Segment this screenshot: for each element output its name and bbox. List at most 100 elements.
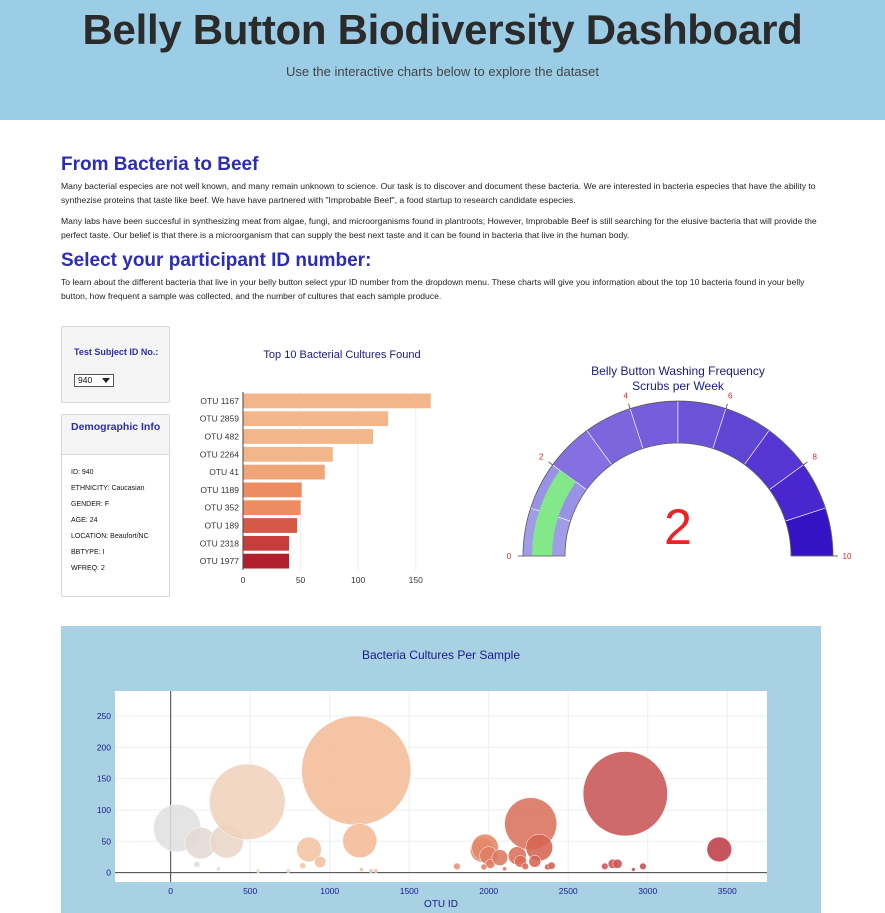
intro-paragraph-3: To learn about the different bacteria th…	[61, 277, 805, 301]
demographic-info-title: Demographic Info	[62, 415, 169, 455]
gauge-title: Belly Button Washing Frequency	[591, 364, 765, 378]
page-subtitle: Use the interactive charts below to expl…	[286, 64, 599, 79]
gauge-tick	[725, 403, 728, 409]
top10-bar-chart: Top 10 Bacterial Cultures Found 0 50 100 150…	[200, 349, 431, 585]
gauge-tick-label: 4	[624, 391, 629, 400]
gauge-subtitle: Scrubs per Week	[632, 379, 725, 393]
bubble-point	[528, 855, 542, 868]
bar	[243, 518, 298, 533]
intro-paragraph-1: Many bacterial especies are not well kno…	[61, 181, 816, 205]
bar-chart-title: Top 10 Bacterial Cultures Found	[263, 349, 420, 361]
bubble-x-tick-label: 3500	[718, 886, 737, 896]
gauge-tick	[628, 403, 631, 409]
bubble-point	[296, 836, 322, 863]
gauge-tick	[548, 461, 553, 466]
bar-y-tick-label: OTU 352	[205, 503, 240, 513]
bar-x-tick-label: 100	[351, 575, 365, 585]
subject-selector-label: Test Subject ID No.:	[74, 347, 159, 357]
gauge-outline	[522, 400, 834, 557]
gauge-tick-label: 8	[812, 453, 817, 462]
bar-y-tick-label: OTU 1977	[200, 556, 239, 566]
bubble-point	[286, 868, 291, 873]
bubble-y-tick-label: 150	[97, 774, 111, 784]
bar	[243, 535, 290, 551]
gauge-value-number: 2	[664, 499, 692, 555]
bar	[243, 446, 333, 462]
bubble-point	[639, 862, 647, 870]
bar-y-tick-label: OTU 41	[209, 467, 239, 477]
bar	[243, 553, 290, 569]
bar	[243, 393, 431, 409]
demographic-id: ID: 940	[71, 469, 94, 476]
bar-y-tick-label: OTU 2264	[200, 449, 239, 459]
bubble-point	[216, 866, 221, 872]
gauge-tick	[803, 461, 808, 466]
intro-heading: From Bacteria to Beef	[61, 154, 259, 175]
subject-id-selected: 940	[78, 375, 93, 385]
demographic-wfreq: WFREQ: 2	[71, 565, 105, 572]
bar-y-tick-label: OTU 2859	[200, 414, 239, 424]
gauge-tick-label: 2	[539, 453, 544, 462]
bubble-chart-title: Bacteria Cultures Per Sample	[362, 648, 520, 662]
bubble-point	[301, 715, 412, 826]
bubble-point	[706, 836, 732, 863]
bubble-point	[368, 868, 374, 873]
subject-selector-panel: Test Subject ID No.: 940	[61, 326, 170, 403]
demographic-ethnicity: ETHNICITY: Caucasian	[71, 485, 145, 492]
demographic-info-body: ID: 940 ETHNICITY: Caucasian GENDER: F A…	[62, 455, 169, 574]
bubble-point	[547, 861, 556, 870]
gauge-value-bar	[532, 470, 577, 556]
gauge-tick-label: 10	[843, 552, 852, 561]
bar	[243, 411, 389, 427]
bubble-x-tick-label: 0	[168, 886, 173, 896]
bubble-y-tick-label: 250	[97, 711, 111, 721]
bubble-point	[453, 862, 461, 870]
bubble-x-tick-label: 1500	[400, 886, 419, 896]
bubble-x-tick-label: 2000	[479, 886, 498, 896]
bar-y-tick-label: OTU 2318	[200, 538, 239, 548]
subject-id-dropdown[interactable]: 940	[74, 374, 114, 387]
bubble-point	[193, 861, 201, 868]
bar-y-tick-label: OTU 1167	[200, 396, 239, 406]
select-heading: Select your participant ID number:	[61, 250, 372, 271]
bubble-y-tick-label: 100	[97, 805, 111, 815]
jumbotron-header: Belly Button Biodiversity Dashboard Use …	[0, 0, 885, 120]
bubble-group	[153, 715, 732, 873]
intro-section: From Bacteria to Beef Many bacterial esp…	[61, 154, 821, 311]
bubble-point	[299, 862, 306, 869]
bubble-point	[373, 868, 379, 873]
demographic-age: AGE: 24	[71, 517, 98, 524]
demographic-bbtype: BBTYPE: I	[71, 549, 105, 556]
bubble-x-tick-label: 2500	[559, 886, 578, 896]
bubble-x-tick-label: 3000	[638, 886, 657, 896]
demographic-info-panel: Demographic Info ID: 940 ETHNICITY: Cauc…	[61, 414, 170, 597]
bubble-y-tick-label: 0	[106, 868, 111, 878]
bubble-point	[521, 862, 529, 870]
gauge-tick-label: 0	[507, 552, 512, 561]
bubble-y-tick-label: 200	[97, 742, 111, 752]
bar-x-tick-label: 0	[241, 575, 246, 585]
bubble-point	[255, 868, 261, 873]
bar	[243, 500, 301, 516]
bubble-y-tick-label: 50	[102, 836, 112, 846]
bubble-x-tick-label: 500	[243, 886, 257, 896]
bubble-point	[601, 862, 609, 870]
bubble-point	[631, 867, 636, 872]
bubble-point	[342, 823, 378, 859]
bubble-point	[491, 849, 509, 866]
bubble-point	[314, 856, 327, 868]
bar-y-tick-label: OTU 1189	[200, 485, 239, 495]
bubble-point	[502, 866, 507, 872]
chevron-down-icon	[102, 378, 110, 383]
demographic-gender: GENDER: F	[71, 501, 110, 508]
bar-x-tick-label: 50	[296, 575, 306, 585]
bar-x-tick-label: 150	[409, 575, 423, 585]
page-title: Belly Button Biodiversity Dashboard	[82, 6, 803, 53]
bar-y-tick-label: OTU 189	[205, 521, 240, 531]
bar	[243, 482, 302, 498]
intro-paragraph-2: Many labs have been succesful in synthes…	[61, 216, 817, 240]
bar-y-tick-label: OTU 482	[205, 432, 240, 442]
bar	[243, 464, 325, 480]
bubble-point	[582, 751, 668, 837]
